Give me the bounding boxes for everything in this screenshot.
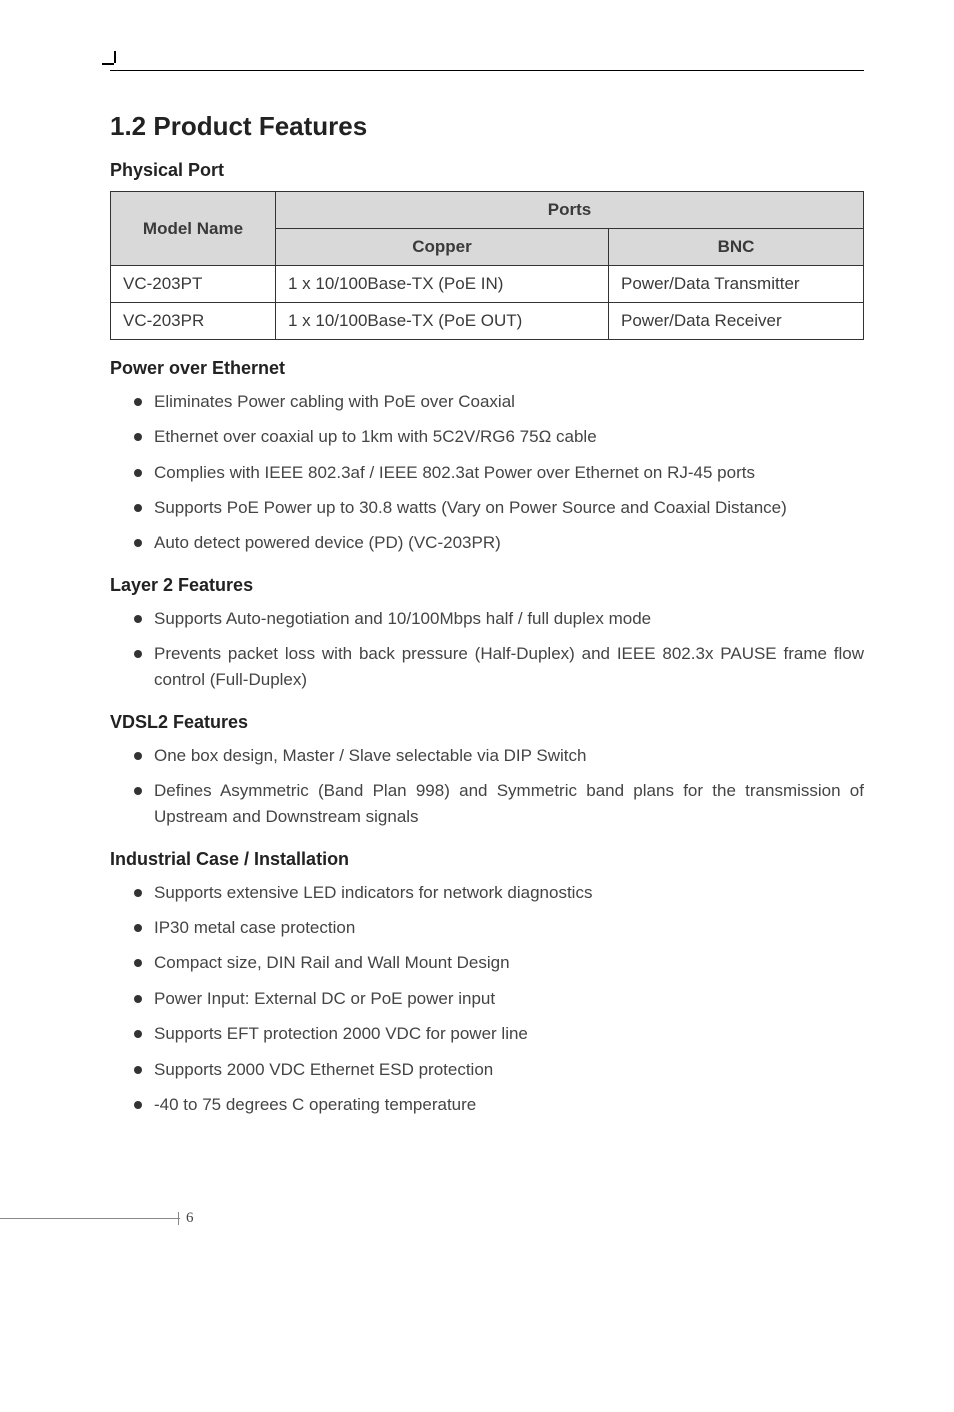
list-item: Prevents packet loss with back pressure … — [110, 641, 864, 694]
list-item: Defines Asymmetric (Band Plan 998) and S… — [110, 778, 864, 831]
table-row: VC-203PT 1 x 10/100Base-TX (PoE IN) Powe… — [111, 266, 864, 303]
crop-mark-icon — [110, 55, 128, 73]
page-number: 6 — [186, 1210, 194, 1227]
physical-port-heading: Physical Port — [110, 160, 864, 181]
list-item: Ethernet over coaxial up to 1km with 5C2… — [110, 424, 864, 450]
cell-bnc: Power/Data Transmitter — [609, 266, 864, 303]
poe-heading: Power over Ethernet — [110, 358, 864, 379]
vdsl2-list: One box design, Master / Slave selectabl… — [110, 743, 864, 831]
list-item: IP30 metal case protection — [110, 915, 864, 941]
list-item: Supports extensive LED indicators for ne… — [110, 880, 864, 906]
industrial-heading: Industrial Case / Installation — [110, 849, 864, 870]
th-model-name: Model Name — [111, 192, 276, 266]
list-item: One box design, Master / Slave selectabl… — [110, 743, 864, 769]
th-ports: Ports — [276, 192, 864, 229]
vdsl2-heading: VDSL2 Features — [110, 712, 864, 733]
industrial-list: Supports extensive LED indicators for ne… — [110, 880, 864, 1118]
section-title: 1.2 Product Features — [110, 111, 864, 142]
footer-tick — [178, 1212, 179, 1225]
list-item: Supports Auto-negotiation and 10/100Mbps… — [110, 606, 864, 632]
cell-bnc: Power/Data Receiver — [609, 303, 864, 340]
th-copper: Copper — [276, 229, 609, 266]
footer-line — [0, 1218, 180, 1219]
list-item: Auto detect powered device (PD) (VC-203P… — [110, 530, 864, 556]
cell-copper: 1 x 10/100Base-TX (PoE OUT) — [276, 303, 609, 340]
list-item: Supports 2000 VDC Ethernet ESD protectio… — [110, 1057, 864, 1083]
cell-model: VC-203PR — [111, 303, 276, 340]
cell-model: VC-203PT — [111, 266, 276, 303]
layer2-heading: Layer 2 Features — [110, 575, 864, 596]
list-item: Supports PoE Power up to 30.8 watts (Var… — [110, 495, 864, 521]
poe-list: Eliminates Power cabling with PoE over C… — [110, 389, 864, 557]
th-bnc: BNC — [609, 229, 864, 266]
cell-copper: 1 x 10/100Base-TX (PoE IN) — [276, 266, 609, 303]
list-item: -40 to 75 degrees C operating temperatur… — [110, 1092, 864, 1118]
ports-table: Model Name Ports Copper BNC VC-203PT 1 x… — [110, 191, 864, 340]
list-item: Eliminates Power cabling with PoE over C… — [110, 389, 864, 415]
list-item: Complies with IEEE 802.3af / IEEE 802.3a… — [110, 460, 864, 486]
list-item: Compact size, DIN Rail and Wall Mount De… — [110, 950, 864, 976]
list-item: Power Input: External DC or PoE power in… — [110, 986, 864, 1012]
table-row: VC-203PR 1 x 10/100Base-TX (PoE OUT) Pow… — [111, 303, 864, 340]
list-item: Supports EFT protection 2000 VDC for pow… — [110, 1021, 864, 1047]
layer2-list: Supports Auto-negotiation and 10/100Mbps… — [110, 606, 864, 694]
top-rule — [110, 70, 864, 71]
